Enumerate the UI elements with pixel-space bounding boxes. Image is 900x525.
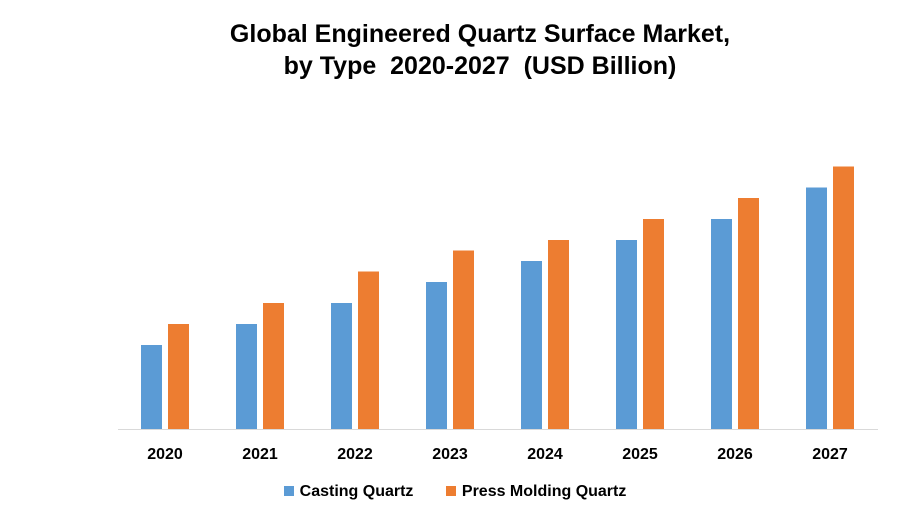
legend-swatch-press-molding-quartz: [445, 486, 456, 496]
bar-press-molding-quartz-2026: [738, 198, 759, 429]
legend-item-casting-quartz[interactable]: Casting Quartz: [283, 483, 414, 501]
legend-swatch-casting-quartz: [283, 486, 294, 496]
x-tick-label: 2025: [622, 446, 658, 463]
legend-label: Press Molding Quartz: [461, 483, 627, 500]
chart-subtitle: by Type 2020-2027 (USD Billion): [283, 52, 677, 80]
bar-casting-quartz-2020: [141, 345, 162, 429]
x-tick-label: 2026: [717, 446, 753, 463]
bar-press-molding-quartz-2024: [548, 240, 569, 429]
x-tick-label: 2023: [432, 446, 468, 463]
chart-title: Global Engineered Quartz Surface Market,…: [0, 18, 900, 82]
bar-press-molding-quartz-2021: [263, 303, 284, 429]
bar-press-molding-quartz-2022: [358, 271, 379, 429]
bar-press-molding-quartz-2025: [643, 219, 664, 429]
x-tick-label: 2022: [337, 446, 373, 463]
legend: Casting Quartz Press Molding Quartz: [0, 483, 900, 501]
x-tick-label: 2020: [147, 446, 183, 463]
bar-casting-quartz-2022: [331, 303, 352, 429]
bar-casting-quartz-2025: [616, 240, 637, 429]
bar-casting-quartz-2026: [711, 219, 732, 429]
x-tick-label: 2024: [527, 446, 563, 463]
chart-title-line1: Global Engineered Quartz Surface Market,: [229, 20, 731, 48]
bar-press-molding-quartz-2027: [833, 166, 854, 429]
bar-press-molding-quartz-2023: [453, 250, 474, 429]
bar-casting-quartz-2021: [236, 324, 257, 429]
x-tick-label: 2027: [812, 446, 848, 463]
bar-press-molding-quartz-2020: [168, 324, 189, 429]
legend-label: Casting Quartz: [299, 483, 414, 500]
bar-casting-quartz-2024: [521, 261, 542, 429]
bar-casting-quartz-2023: [426, 282, 447, 429]
bar-casting-quartz-2027: [806, 187, 827, 429]
x-tick-label: 2021: [242, 446, 278, 463]
legend-item-press-molding-quartz[interactable]: Press Molding Quartz: [445, 483, 627, 501]
